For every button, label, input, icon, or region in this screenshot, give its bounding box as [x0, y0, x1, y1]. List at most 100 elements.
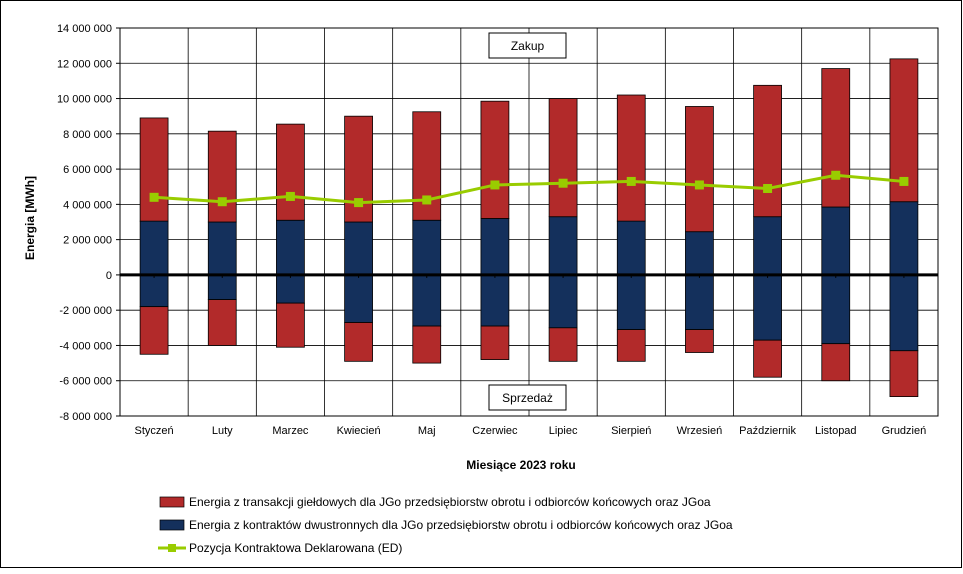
bar-bilateral-sale — [412, 274, 442, 327]
axes — [116, 27, 939, 417]
x-tick-label: Wrzesień — [677, 425, 723, 437]
bar-exchange-purchase — [139, 117, 169, 222]
x-tick-label: Czerwiec — [472, 425, 518, 437]
bar-bilateral-sale — [889, 274, 919, 352]
bar-bilateral-purchase — [139, 220, 169, 276]
ed-series-point — [354, 198, 364, 208]
y-tick-label: -2 000 000 — [59, 305, 112, 317]
y-tick-label: 14 000 000 — [57, 23, 112, 35]
bar-bilateral-sale — [821, 274, 851, 345]
ed-series-point — [422, 195, 432, 205]
bar-exchange-sale — [139, 306, 169, 355]
bars — [139, 58, 919, 397]
x-tick-label: Marzec — [272, 425, 309, 437]
bar-exchange-purchase — [412, 111, 442, 221]
grid-lines — [119, 27, 939, 417]
bar-bilateral-purchase — [821, 206, 851, 276]
y-tick-label: 8 000 000 — [63, 129, 112, 141]
bar-bilateral-purchase — [344, 221, 373, 276]
plot-border — [119, 27, 939, 417]
x-tick-label: Kwiecień — [337, 425, 381, 437]
legend-label-ed: Pozycja Kontraktowa Deklarowana (ED) — [189, 541, 402, 555]
bar-bilateral-purchase — [753, 216, 782, 276]
bar-exchange-sale — [207, 299, 237, 346]
bar-exchange-purchase — [753, 84, 782, 218]
bar-exchange-purchase — [616, 94, 646, 222]
y-tick-label: 10 000 000 — [57, 94, 112, 106]
ed-series-point — [490, 180, 500, 190]
y-tick-label: 12 000 000 — [57, 58, 112, 70]
bar-bilateral-purchase — [548, 216, 578, 276]
bar-bilateral-purchase — [276, 219, 305, 276]
y-tick-label: 6 000 000 — [63, 164, 112, 176]
bar-bilateral-sale — [344, 274, 373, 323]
bar-bilateral-purchase — [412, 219, 442, 276]
bar-exchange-sale — [480, 325, 510, 360]
ed-series-point — [285, 191, 295, 201]
ed-series-point — [899, 176, 909, 186]
ed-line-layer — [149, 170, 909, 208]
bar-bilateral-sale — [207, 274, 237, 300]
legend-label-exchange: Energia z transakcji giełdowych dla JGo … — [189, 495, 711, 509]
y-tick-label: -6 000 000 — [59, 376, 112, 388]
annotation-top-label: Zakup — [511, 39, 545, 53]
legend-swatch-bilateral — [159, 519, 185, 531]
bar-exchange-purchase — [821, 68, 851, 208]
bar-exchange-purchase — [548, 98, 578, 218]
bar-exchange-purchase — [207, 130, 237, 223]
legend-label-bilateral: Energia z kontraktów dwustronnych dla JG… — [189, 518, 733, 532]
bar-exchange-sale — [616, 329, 646, 362]
legend-item-bilateral: Energia z kontraktów dwustronnych dla JG… — [159, 518, 733, 532]
bar-bilateral-sale — [139, 274, 169, 308]
x-tick-label: Luty — [212, 425, 233, 437]
bar-bilateral-purchase — [889, 201, 919, 276]
annotation-bottom-label: Sprzedaż — [502, 391, 553, 405]
zero-line-layer — [120, 273, 938, 278]
bar-exchange-sale — [548, 327, 578, 362]
x-tick-label: Lipiec — [549, 425, 578, 437]
annotation-bottom: Sprzedaż — [488, 384, 567, 411]
y-axis-title: Energia [MWh] — [23, 176, 37, 260]
bar-exchange-sale — [276, 302, 305, 348]
annotation-bottom-box — [488, 384, 567, 411]
annotation-top: Zakup — [488, 32, 567, 59]
x-tick-label: Maj — [418, 425, 436, 437]
bar-bilateral-purchase — [480, 218, 510, 276]
legend-item-exchange: Energia z transakcji giełdowych dla JGo … — [159, 495, 711, 509]
bar-bilateral-sale — [616, 274, 646, 330]
y-tick-label: 4 000 000 — [63, 199, 112, 211]
axis-labels: -8 000 000 -6 000 000 -4 000 000 -2 000 000… — [57, 23, 926, 437]
bar-bilateral-purchase — [685, 231, 714, 276]
ed-series-point — [149, 192, 159, 202]
x-tick-label: Styczeń — [135, 425, 174, 437]
ed-series-line — [153, 173, 905, 205]
legend-marker-ed — [168, 544, 176, 552]
legend: Energia z transakcji giełdowych dla JGo … — [158, 495, 733, 555]
legend-swatch-exchange — [159, 496, 185, 508]
ed-series-point — [626, 176, 636, 186]
ed-series-point — [694, 180, 704, 190]
ed-series-point — [217, 197, 227, 207]
y-tick-label: 2 000 000 — [63, 235, 112, 247]
legend-item-ed: Pozycja Kontraktowa Deklarowana (ED) — [158, 541, 402, 555]
bar-exchange-sale — [889, 350, 919, 397]
ed-series-point — [763, 183, 773, 193]
y-tick-label: -4 000 000 — [59, 340, 112, 352]
bar-bilateral-sale — [685, 274, 714, 330]
bar-exchange-sale — [753, 339, 782, 378]
bar-bilateral-sale — [753, 274, 782, 341]
x-tick-label: Październik — [739, 425, 796, 437]
y-tick-label: -8 000 000 — [59, 411, 112, 423]
bar-bilateral-sale — [548, 274, 578, 329]
bar-exchange-purchase — [685, 106, 714, 233]
bar-exchange-sale — [344, 322, 373, 362]
bar-exchange-purchase — [276, 123, 305, 221]
ed-series-point — [831, 170, 841, 180]
bar-exchange-purchase — [480, 100, 510, 219]
bar-bilateral-purchase — [207, 221, 237, 276]
x-tick-label: Grudzień — [882, 425, 927, 437]
y-tick-label: 0 — [106, 270, 112, 282]
x-tick-label: Listopad — [815, 425, 857, 437]
